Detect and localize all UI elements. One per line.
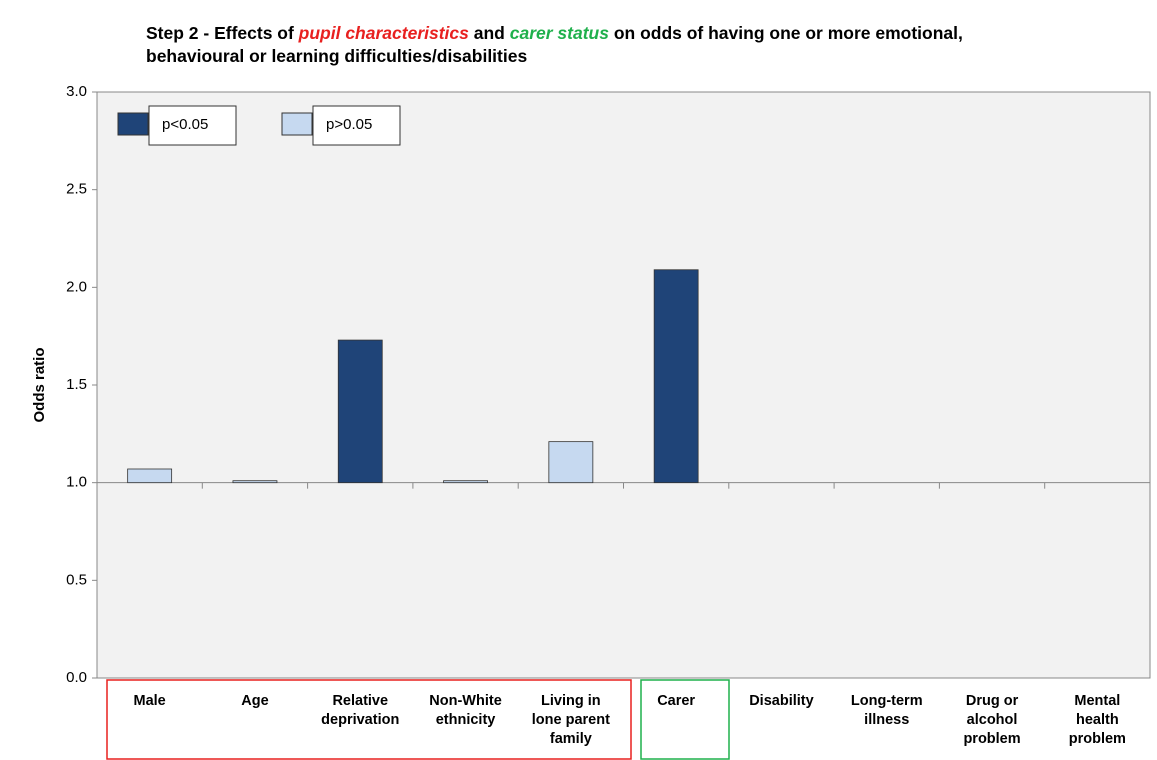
y-tick-label: 0.0	[66, 669, 87, 686]
x-tick-label: Relative deprivation	[321, 693, 400, 728]
x-tick-label: Carer	[657, 693, 696, 709]
x-tick-label: Male	[133, 693, 166, 709]
title-part: on odds of having one or more emotional,…	[146, 23, 963, 66]
y-tick-label: 3.0	[66, 83, 87, 100]
x-tick-label: Non-White ethnicity	[429, 693, 502, 728]
legend-box	[148, 105, 237, 146]
x-tick-label: Drug or alcohol problem	[963, 693, 1021, 747]
bar	[443, 480, 488, 484]
legend-swatch	[281, 112, 313, 136]
bar	[232, 480, 278, 484]
legend-label: p<0.05	[162, 116, 208, 133]
group-box	[106, 679, 632, 760]
title-part: and	[468, 23, 510, 43]
y-tick-label: 1.5	[66, 376, 87, 393]
x-tick-label: Disability	[749, 693, 814, 709]
y-tick-label: 0.5	[66, 571, 87, 588]
y-axis-label: Odds ratio	[31, 347, 48, 422]
legend-box	[312, 105, 401, 146]
bar	[653, 269, 699, 484]
y-tick-label: 2.0	[66, 278, 87, 295]
y-tick-label: 1.0	[66, 474, 87, 491]
bar	[127, 468, 173, 484]
y-tick-label: 2.5	[66, 181, 87, 198]
group-box	[640, 679, 730, 760]
legend-swatch	[117, 112, 149, 136]
plot-area	[96, 91, 1151, 679]
x-tick-label: Living in lone parent family	[531, 693, 610, 747]
x-tick-label: Age	[241, 693, 269, 709]
chart-title: Step 2 - Effects of pupil characteristic…	[146, 22, 1026, 68]
title-part: carer status	[509, 23, 609, 43]
bar	[548, 441, 594, 484]
x-tick-label: Mental health problem	[1068, 693, 1126, 747]
x-tick-label: Long-term illness	[850, 693, 923, 728]
legend-label: p>0.05	[326, 116, 372, 133]
bar	[337, 339, 383, 484]
title-part: pupil characteristics	[298, 23, 469, 43]
title-part: Step 2 - Effects of	[146, 23, 299, 43]
